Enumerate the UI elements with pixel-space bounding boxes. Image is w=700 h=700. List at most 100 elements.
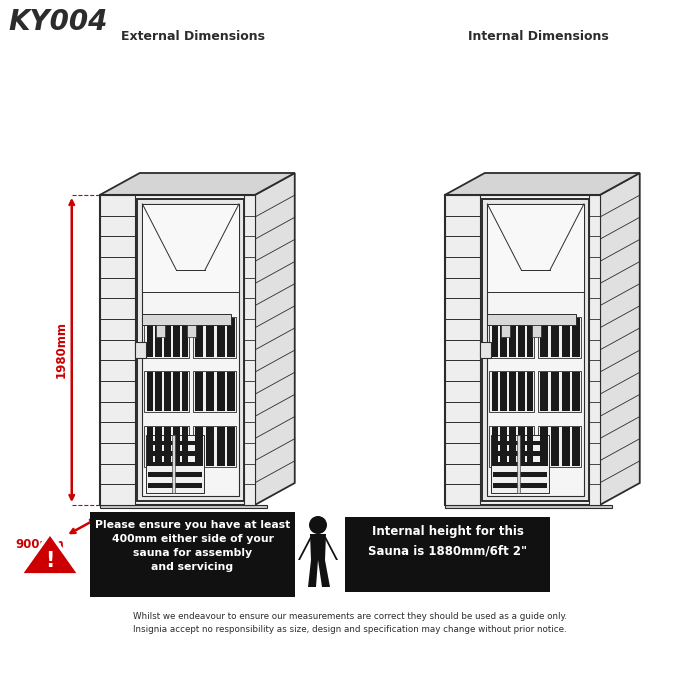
Bar xyxy=(147,318,153,357)
Bar xyxy=(144,317,189,358)
Polygon shape xyxy=(255,173,295,505)
Bar xyxy=(142,204,239,292)
Bar xyxy=(500,427,507,466)
Bar xyxy=(540,427,548,466)
Bar xyxy=(228,427,235,466)
Bar xyxy=(148,440,202,445)
Bar xyxy=(99,195,255,505)
Bar xyxy=(195,427,203,466)
Bar xyxy=(206,372,214,412)
Bar xyxy=(155,326,164,337)
Bar xyxy=(173,372,180,412)
Bar xyxy=(164,318,171,357)
Bar xyxy=(538,372,581,412)
Bar xyxy=(193,317,236,358)
Bar xyxy=(494,473,547,477)
Bar xyxy=(206,427,214,466)
Bar xyxy=(491,372,498,412)
Bar xyxy=(90,512,295,597)
Bar xyxy=(206,318,214,357)
Text: External Dimensions: External Dimensions xyxy=(121,30,265,43)
Bar xyxy=(182,427,188,466)
Bar xyxy=(500,372,507,412)
Bar xyxy=(173,427,180,466)
Bar xyxy=(193,426,236,467)
Bar xyxy=(217,372,225,412)
Bar xyxy=(164,427,171,466)
Bar xyxy=(148,483,202,488)
Bar xyxy=(489,426,534,467)
Bar xyxy=(489,317,534,358)
Bar xyxy=(510,372,516,412)
Text: Internal Dimensions: Internal Dimensions xyxy=(468,30,608,43)
Polygon shape xyxy=(600,173,640,505)
Bar xyxy=(228,318,235,357)
Bar xyxy=(172,435,175,493)
Bar xyxy=(148,473,202,477)
Text: !: ! xyxy=(46,551,55,571)
Bar xyxy=(482,199,589,501)
Bar xyxy=(491,435,550,493)
Bar xyxy=(144,372,189,412)
Bar xyxy=(540,318,548,357)
Text: Internal height for this
Sauna is 1880mm/6ft 2": Internal height for this Sauna is 1880mm… xyxy=(368,525,527,558)
Bar xyxy=(195,318,203,357)
Polygon shape xyxy=(318,560,330,587)
Bar xyxy=(561,427,570,466)
Bar xyxy=(164,372,171,412)
Bar xyxy=(500,318,507,357)
Text: 900mm: 900mm xyxy=(153,535,202,548)
Bar xyxy=(173,318,180,357)
Bar xyxy=(489,372,534,412)
Bar xyxy=(142,204,239,496)
Bar xyxy=(538,426,581,467)
Bar xyxy=(517,435,520,493)
Bar xyxy=(195,372,203,412)
Bar xyxy=(146,435,204,493)
Bar xyxy=(573,427,580,466)
Polygon shape xyxy=(324,537,338,560)
Bar xyxy=(551,427,559,466)
Bar xyxy=(518,427,525,466)
Bar xyxy=(444,195,600,505)
Bar xyxy=(510,427,516,466)
Bar xyxy=(144,426,189,467)
Bar xyxy=(187,326,196,337)
Bar xyxy=(155,318,162,357)
Bar xyxy=(527,318,533,357)
Bar xyxy=(551,372,559,412)
Bar xyxy=(345,517,550,592)
Bar xyxy=(491,318,498,357)
Bar xyxy=(561,372,570,412)
Bar xyxy=(573,372,580,412)
Bar xyxy=(491,427,498,466)
Polygon shape xyxy=(308,560,318,587)
Bar xyxy=(99,195,135,505)
Bar xyxy=(228,372,235,412)
Bar xyxy=(518,318,525,357)
Bar xyxy=(487,204,584,292)
Bar xyxy=(518,372,525,412)
Bar xyxy=(244,195,255,505)
Bar xyxy=(487,204,584,496)
Polygon shape xyxy=(20,533,80,575)
Bar xyxy=(500,326,510,337)
Bar xyxy=(142,314,231,326)
Circle shape xyxy=(309,516,327,534)
Bar xyxy=(135,342,146,358)
Text: 900mm: 900mm xyxy=(15,538,64,551)
Bar xyxy=(532,326,540,337)
Bar xyxy=(193,372,236,412)
Bar xyxy=(589,195,600,505)
Bar xyxy=(148,462,202,466)
Bar xyxy=(540,372,548,412)
Text: Whilst we endeavour to ensure our measurements are correct they should be used a: Whilst we endeavour to ensure our measur… xyxy=(133,612,567,634)
Bar xyxy=(148,452,202,456)
Bar xyxy=(444,195,480,505)
Bar xyxy=(527,427,533,466)
Bar xyxy=(527,372,533,412)
Bar xyxy=(510,318,516,357)
Bar xyxy=(561,318,570,357)
Bar xyxy=(182,372,188,412)
Bar xyxy=(182,318,188,357)
